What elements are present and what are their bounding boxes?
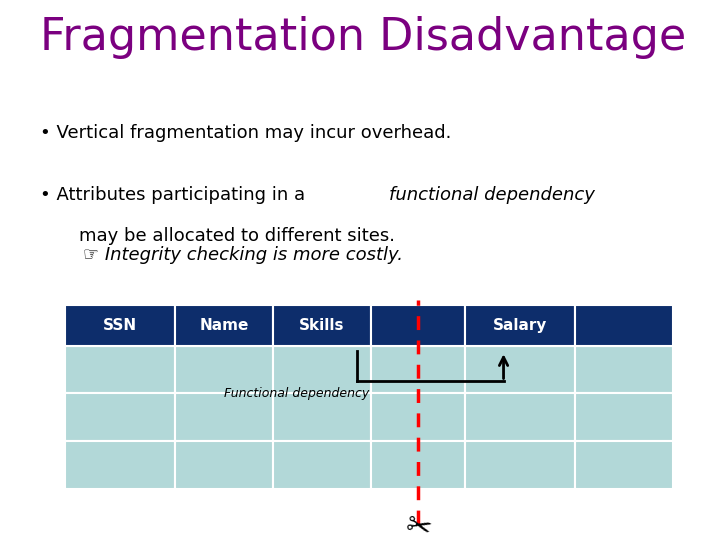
Bar <box>65 393 175 441</box>
Text: SSN: SSN <box>103 318 137 333</box>
Text: Name: Name <box>199 318 248 333</box>
Text: Fragmentation Disadvantage: Fragmentation Disadvantage <box>40 16 686 59</box>
Bar <box>65 346 175 393</box>
Bar <box>371 441 465 489</box>
Bar <box>175 441 273 489</box>
Text: Salary: Salary <box>493 318 547 333</box>
Bar <box>371 305 465 346</box>
Text: may be allocated to different sites.: may be allocated to different sites. <box>79 227 395 245</box>
Text: functional dependency: functional dependency <box>389 186 595 204</box>
Bar <box>273 305 371 346</box>
Text: Skills: Skills <box>300 318 345 333</box>
Text: • Vertical fragmentation may incur overhead.: • Vertical fragmentation may incur overh… <box>40 124 451 142</box>
Bar <box>273 393 371 441</box>
Bar <box>575 393 673 441</box>
Bar <box>65 441 175 489</box>
Bar <box>65 305 175 346</box>
Bar <box>175 346 273 393</box>
Bar <box>175 393 273 441</box>
Bar <box>575 346 673 393</box>
Text: ✂: ✂ <box>402 510 434 540</box>
Bar <box>575 305 673 346</box>
Bar <box>465 346 575 393</box>
Text: Functional dependency: Functional dependency <box>224 387 369 400</box>
Bar <box>575 441 673 489</box>
Bar <box>371 393 465 441</box>
Bar <box>273 441 371 489</box>
Bar <box>371 346 465 393</box>
Bar <box>273 346 371 393</box>
Bar <box>175 305 273 346</box>
Bar <box>465 305 575 346</box>
Text: ☞ Integrity checking is more costly.: ☞ Integrity checking is more costly. <box>83 246 402 264</box>
Text: • Attributes participating in a: • Attributes participating in a <box>40 186 310 204</box>
Bar <box>465 393 575 441</box>
Bar <box>465 441 575 489</box>
